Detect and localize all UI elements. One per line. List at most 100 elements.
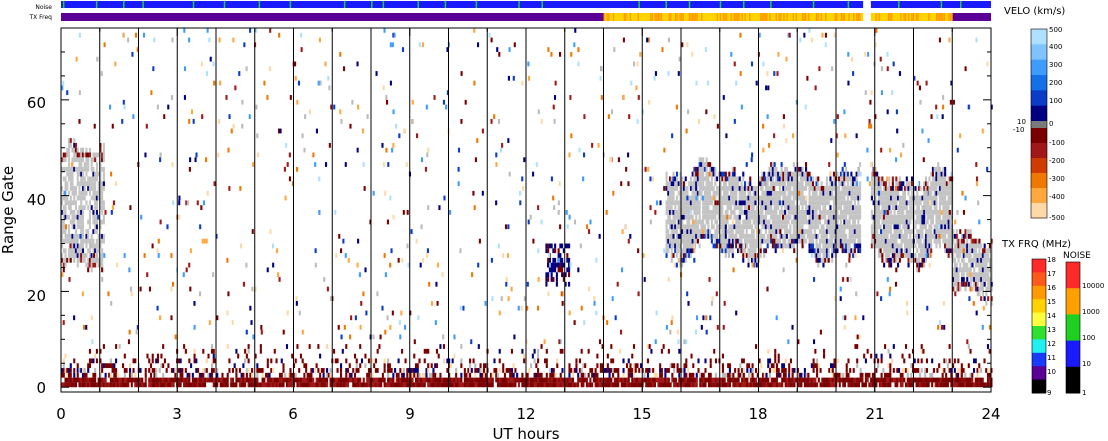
echo-cell: [580, 382, 583, 388]
echo-cell: [714, 382, 718, 388]
echo-cell: [696, 171, 699, 177]
echo-cell: [733, 186, 736, 191]
echo-cell: [772, 363, 775, 369]
echo-cell: [864, 382, 867, 388]
echo-cell: [476, 382, 479, 388]
echo-cell: [667, 243, 670, 249]
echo-cell: [909, 243, 912, 249]
echo-cell: [698, 219, 701, 225]
echo-cell: [169, 382, 172, 388]
noise-spike: [62, 1, 65, 8]
echo-cell: [819, 368, 822, 373]
echo-cell: [700, 233, 703, 239]
echo-cell: [81, 377, 85, 383]
echo-cell: [216, 372, 219, 378]
echo-cell: [104, 377, 107, 383]
echo-cell: [646, 368, 649, 373]
echo-cell: [707, 176, 710, 182]
echo-cell: [782, 171, 785, 177]
echo-pixels: [61, 28, 993, 388]
echo-cell: [967, 377, 970, 383]
echo-cell: [736, 181, 740, 187]
echo-cell: [71, 200, 74, 206]
echo-cell: [942, 171, 945, 177]
echo-cell: [291, 353, 294, 359]
echo-cell: [801, 200, 804, 206]
echo-cell: [876, 219, 879, 225]
echo-cell: [850, 181, 853, 187]
txfreq-texture: [803, 13, 805, 21]
txfreq-texture: [942, 13, 944, 21]
echo-cell: [711, 377, 714, 383]
echo-cell: [985, 277, 988, 282]
echo-cell: [99, 372, 102, 378]
echo-cell: [707, 181, 710, 187]
echo-cell: [917, 210, 921, 215]
echo-cell: [852, 219, 855, 225]
echo-cell: [738, 229, 741, 234]
echo-cell: [918, 382, 922, 388]
echo-cell: [667, 238, 670, 244]
echo-cell: [988, 277, 991, 282]
echo-cell: [743, 195, 747, 201]
echo-cell: [760, 377, 763, 383]
echo-cell: [768, 195, 771, 201]
echo-cell: [898, 181, 901, 187]
echo-cell: [933, 233, 936, 239]
echo-cell: [582, 377, 585, 383]
echo-cell: [167, 377, 170, 383]
echo-cell: [88, 210, 91, 215]
echo-cell: [973, 267, 976, 273]
echo-cell: [730, 233, 733, 239]
echo-cell: [237, 353, 240, 359]
echo-cell: [739, 382, 742, 388]
echo-cell: [721, 171, 724, 177]
echo-cell: [905, 214, 908, 220]
echo-cell: [928, 176, 931, 182]
echo-cell: [843, 243, 846, 249]
echo-cell: [306, 372, 309, 378]
echo-cell: [355, 363, 358, 369]
echo-cell: [946, 382, 949, 388]
echo-cell: [99, 190, 102, 196]
echo-cell: [548, 257, 551, 263]
echo-cell: [608, 377, 611, 383]
echo-cell: [707, 210, 710, 215]
echo-cell: [723, 190, 726, 196]
echo-cell: [919, 262, 922, 268]
echo-cell: [850, 382, 854, 388]
echo-cell: [877, 358, 880, 364]
echo-cell: [731, 186, 734, 191]
echo-cell: [80, 257, 83, 263]
echo-cell: [660, 377, 663, 383]
echo-cell: [754, 210, 757, 215]
echo-cell: [933, 205, 936, 210]
echo-cell: [959, 229, 962, 234]
echo-cell: [832, 176, 835, 182]
txfreq-texture: [817, 13, 819, 21]
echo-cell: [766, 224, 769, 230]
echo-cell: [803, 214, 806, 220]
echo-cell: [503, 377, 507, 383]
echo-cell: [298, 368, 301, 373]
echo-cell: [688, 248, 691, 254]
echo-cell: [667, 348, 670, 354]
echo-cell: [85, 262, 88, 268]
echo-cell: [853, 181, 856, 187]
echo-cell: [904, 243, 907, 249]
echo-cell: [493, 368, 496, 373]
echo-cell: [905, 224, 908, 230]
echo-cell: [693, 382, 697, 388]
echo-cell: [263, 377, 266, 383]
echo-cell: [987, 257, 990, 263]
echo-cell: [731, 253, 734, 258]
echo-cell: [235, 372, 238, 378]
echo-cell: [698, 157, 701, 163]
echo-cell: [967, 382, 970, 388]
echo-cell: [638, 377, 641, 383]
echo-cell: [841, 186, 844, 191]
echo-cell: [463, 377, 466, 383]
echo-cell: [815, 200, 818, 206]
echo-cell: [730, 176, 733, 182]
echo-cell: [780, 224, 783, 230]
